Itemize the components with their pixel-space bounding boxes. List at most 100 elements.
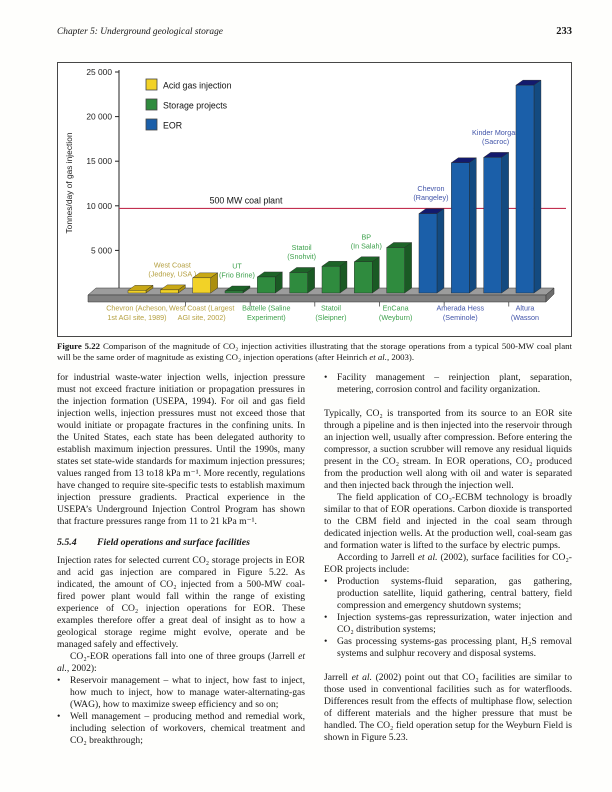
paragraph: Typically, CO₂ is transported from its s… [324, 408, 572, 491]
bar-group: Amerada Hess(Seminole) [437, 157, 484, 322]
section-title: Field operations and surface facilities [97, 537, 250, 548]
section-heading: 5.5.4 Field operations and surface facili… [57, 537, 305, 549]
bar-side [404, 242, 412, 294]
paragraph: for industrial waste-water injection wel… [57, 372, 305, 527]
bar-label-below: Battelle (Saline [242, 304, 290, 313]
bullet-icon: • [57, 711, 61, 722]
bar-label-below: AGI site, 2002) [178, 313, 226, 322]
bullet-text: Facility management – reinjection plant,… [337, 372, 572, 395]
legend-swatch [145, 98, 158, 111]
bar-label-above: Chevron [417, 184, 444, 193]
bullet-item: • Production systems-fluid separation, ga… [324, 576, 572, 612]
bar [354, 261, 373, 294]
legend-label: Acid gas injection [163, 81, 232, 91]
paragraph: CO₂-EOR operations fall into one of thre… [57, 651, 305, 674]
bullet-icon: • [324, 576, 328, 587]
bar-group: Chevron(Rangeley) [413, 184, 449, 294]
bullet-icon: • [324, 636, 328, 647]
bar-label-above: UT [232, 262, 242, 271]
text-run: et al. [57, 651, 305, 674]
bar-label-above: (Rangeley) [413, 193, 448, 202]
text-run: et al. [351, 672, 372, 683]
y-tick-label: 20 000 [86, 112, 112, 122]
y-tick-label: 5 000 [91, 245, 112, 255]
legend-label: EOR [163, 121, 182, 131]
legend-swatch [145, 118, 158, 131]
bar-side [436, 208, 445, 294]
figure-caption: Figure 5.22 Comparison of the magnitude … [57, 341, 572, 363]
bullet-item: • Well management – producing method and … [57, 711, 305, 747]
bar-label-below: Experiment) [247, 313, 286, 322]
floor-side [545, 287, 555, 303]
bullet-text: Injection systems-gas repressurization, … [337, 612, 572, 635]
bar-label-below: Chevron (Acheson, [106, 304, 168, 313]
paragraph: According to Jarrell et al. (2002), surf… [324, 552, 573, 575]
bar-label-above: West Coast [154, 260, 191, 269]
legend-label: Storage projects [163, 101, 228, 111]
y-tick-label: 25 000 [86, 67, 112, 77]
bullet-icon: • [324, 372, 328, 383]
bar [192, 277, 211, 294]
bar [289, 272, 308, 294]
bullet-icon: • [324, 612, 328, 623]
bar-side [469, 157, 477, 294]
bar [160, 289, 179, 294]
bullet-text: Gas processing systems-gas processing pl… [337, 636, 572, 659]
bar [515, 84, 535, 294]
bar-label-above: (Jedney, USA ) [148, 269, 196, 278]
bar-label-above: (Sacroc) [482, 137, 509, 146]
bar-group: Kinder Morgan(Sacroc) [472, 128, 519, 294]
section-number: 5.5.4 [57, 537, 77, 548]
bar-group: EnCana(Weyburn) [379, 242, 412, 322]
y-axis-title: Tonnes/day of gas injection [64, 132, 74, 233]
bar-label-below: Altura [516, 304, 535, 313]
bar-label-above: Statoil [292, 243, 312, 252]
paragraph: Injection rates for selected current CO₂… [57, 555, 305, 650]
bar-group: UT(Frio Brine) [219, 262, 255, 294]
bar-label-above: Kinder Morgan [472, 128, 519, 137]
bar-group: Chevron (Acheson,1st AGI site, 1989) [106, 284, 168, 322]
bar-group: Altura(Wasson [511, 79, 542, 322]
bar-label-below: (Sleipner) [315, 313, 346, 322]
page-header: Chapter 5: Underground geological storag… [57, 26, 572, 37]
bar [321, 266, 341, 294]
text-run: et al. [417, 552, 438, 563]
page-number: 233 [556, 26, 572, 37]
bar-label-above: (In Salah) [351, 241, 382, 250]
legend-swatch [145, 78, 158, 91]
bar-label-above: (Snohvit) [287, 252, 316, 261]
bullet-item: • Gas processing systems-gas processing p… [324, 636, 572, 660]
floor-front [87, 294, 547, 303]
bar-group: BP(In Salah) [351, 232, 382, 294]
bar [257, 276, 276, 294]
bar [483, 157, 502, 294]
y-tick-label: 10 000 [86, 201, 112, 211]
text-run: Figure 5.22 [57, 341, 101, 351]
bar-label-below: EnCana [383, 304, 409, 313]
bar-group: West Coast(Jedney, USA ) [148, 260, 196, 294]
bar [386, 247, 405, 294]
bullet-text: Well management – producing method and r… [70, 711, 305, 746]
bar-label-above: BP [362, 232, 372, 241]
column-left: for industrial waste-water injection wel… [57, 372, 305, 747]
bar-side [372, 256, 380, 294]
bar [224, 290, 244, 294]
bar-side [533, 79, 542, 294]
bar-label-below: (Seminole) [443, 313, 478, 322]
bar-group: Statoil(Sleipner) [315, 260, 348, 322]
body-columns: for industrial waste-water injection wel… [57, 372, 572, 747]
bullet-item: • Injection systems-gas repressurization,… [324, 612, 572, 636]
bar [418, 213, 438, 294]
bar-group: Statoil(Snohvit) [287, 243, 316, 294]
bar-label-above: (Frio Brine) [219, 271, 255, 280]
bullet-item: • Facility management – reinjection plant… [324, 372, 572, 396]
bar-label-below: (Wasson [511, 313, 539, 322]
bullet-text: Production systems-fluid separation, gas… [337, 576, 572, 611]
y-tick-label: 15 000 [86, 156, 112, 166]
bullet-text: Reservoir management – what to inject, h… [70, 675, 305, 710]
bullet-item: • Reservoir management – what to inject, … [57, 675, 305, 711]
bar-label-below: Statoil [321, 304, 341, 313]
